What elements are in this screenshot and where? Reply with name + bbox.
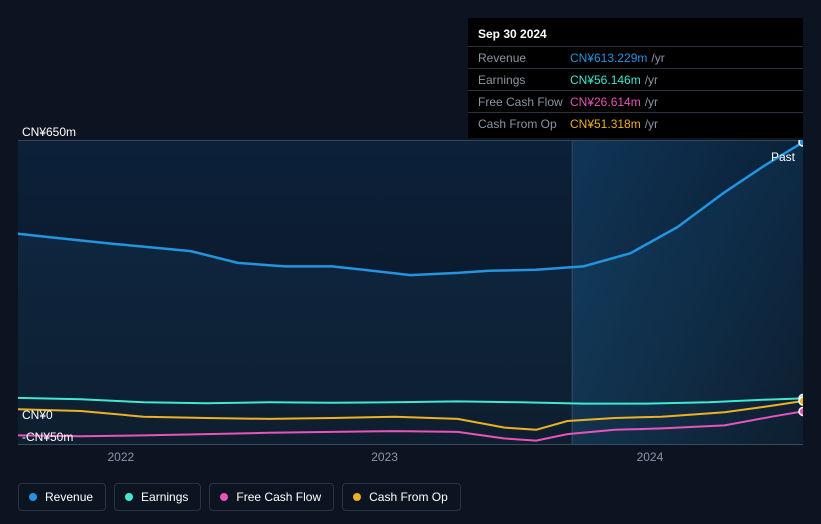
legend: Revenue Earnings Free Cash Flow Cash From O…: [18, 483, 461, 511]
tooltip-row-value: CN¥51.318m: [570, 117, 641, 131]
x-axis-labels: 2022 2023 2024: [18, 450, 803, 468]
tooltip-row-label: Free Cash Flow: [478, 95, 570, 109]
tooltip-row-unit: /yr: [651, 51, 664, 65]
past-label: Past: [771, 150, 795, 164]
legend-item-free-cash-flow[interactable]: Free Cash Flow: [209, 483, 334, 511]
tooltip-row-value: CN¥56.146m: [570, 73, 641, 87]
tooltip-row: EarningsCN¥56.146m/yr: [468, 68, 803, 90]
x-axis-label: 2022: [107, 450, 134, 464]
tooltip-row-unit: /yr: [645, 95, 658, 109]
tooltip-row-unit: /yr: [645, 73, 658, 87]
tooltip-row: RevenueCN¥613.229m/yr: [468, 46, 803, 68]
legend-item-label: Free Cash Flow: [236, 490, 321, 504]
x-axis-label: 2024: [637, 450, 664, 464]
legend-item-revenue[interactable]: Revenue: [18, 483, 106, 511]
legend-dot-icon: [29, 493, 37, 501]
tooltip-row-label: Earnings: [478, 73, 570, 87]
tooltip-row: Cash From OpCN¥51.318m/yr: [468, 112, 803, 134]
tooltip-row-value: CN¥613.229m: [570, 51, 647, 65]
tooltip-row: Free Cash FlowCN¥26.614m/yr: [468, 90, 803, 112]
tooltip-row-unit: /yr: [645, 117, 658, 131]
legend-item-label: Revenue: [45, 490, 93, 504]
legend-item-label: Cash From Op: [369, 490, 448, 504]
legend-dot-icon: [125, 493, 133, 501]
tooltip-row-label: Cash From Op: [478, 117, 570, 131]
y-axis-label: CN¥0: [22, 408, 805, 422]
legend-dot-icon: [220, 493, 228, 501]
legend-item-label: Earnings: [141, 490, 188, 504]
chart-container: Past: [18, 140, 803, 445]
legend-item-cash-from-op[interactable]: Cash From Op: [342, 483, 461, 511]
x-axis-label: 2023: [371, 450, 398, 464]
tooltip-panel: Sep 30 2024 RevenueCN¥613.229m/yrEarning…: [468, 18, 803, 138]
legend-item-earnings[interactable]: Earnings: [114, 483, 201, 511]
legend-dot-icon: [353, 493, 361, 501]
financials-chart[interactable]: [18, 140, 803, 445]
tooltip-row-label: Revenue: [478, 51, 570, 65]
tooltip-row-value: CN¥26.614m: [570, 95, 641, 109]
y-axis-label: -CN¥50m: [22, 430, 805, 444]
tooltip-date: Sep 30 2024: [468, 22, 803, 46]
